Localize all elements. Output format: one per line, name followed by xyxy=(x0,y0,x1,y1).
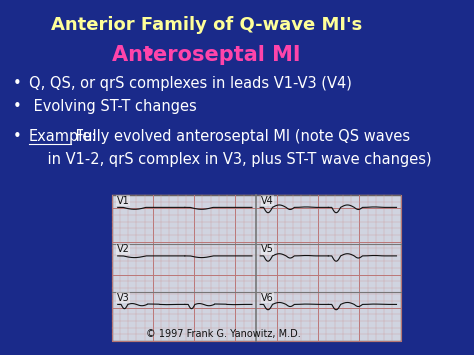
Text: Anterior Family of Q-wave MI's: Anterior Family of Q-wave MI's xyxy=(51,16,362,34)
Text: •: • xyxy=(12,99,21,114)
Text: Q, QS, or qrS complexes in leads V1-V3 (V4): Q, QS, or qrS complexes in leads V1-V3 (… xyxy=(29,76,352,91)
Bar xyxy=(111,195,401,341)
Text: V1: V1 xyxy=(117,196,129,206)
Text: V3: V3 xyxy=(117,293,129,302)
Text: Example:: Example: xyxy=(29,129,97,144)
Text: V2: V2 xyxy=(117,244,129,254)
Text: •: • xyxy=(12,129,21,144)
Text: Anteroseptal MI: Anteroseptal MI xyxy=(112,45,301,65)
Text: © 1997 Frank G. Yanowitz, M.D.: © 1997 Frank G. Yanowitz, M.D. xyxy=(146,329,301,339)
Text: •: • xyxy=(141,42,156,68)
Text: •: • xyxy=(12,76,21,91)
Text: V4: V4 xyxy=(261,196,274,206)
Text: Evolving ST-T changes: Evolving ST-T changes xyxy=(29,99,197,114)
Text: Fully evolved anteroseptal MI (note QS waves: Fully evolved anteroseptal MI (note QS w… xyxy=(71,129,410,144)
Text: V6: V6 xyxy=(261,293,274,302)
Text: in V1-2, qrS complex in V3, plus ST-T wave changes): in V1-2, qrS complex in V3, plus ST-T wa… xyxy=(29,152,431,167)
Text: V5: V5 xyxy=(261,244,274,254)
